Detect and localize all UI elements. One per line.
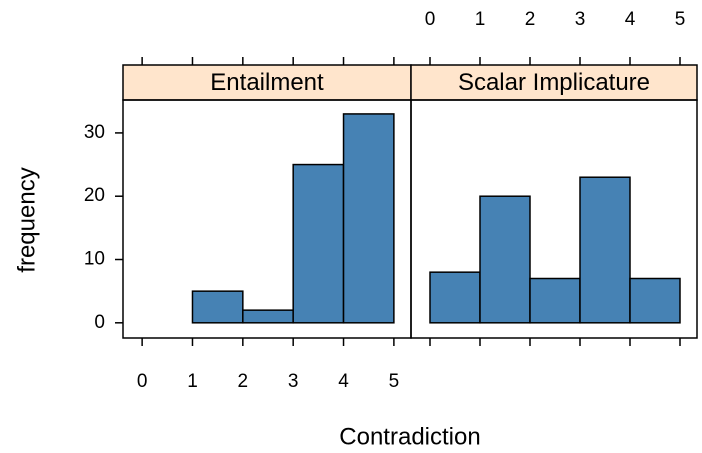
x-tick-label: 2 [525, 9, 536, 30]
y-tick-label: 30 [84, 122, 105, 143]
x-tick-label: 5 [389, 371, 400, 392]
x-tick-label: 4 [338, 371, 349, 392]
strip [122, 64, 412, 101]
panel-title: Entailment [210, 69, 324, 96]
x-tick-label: 1 [475, 9, 486, 30]
x-axis-label: Contradiction [339, 423, 480, 450]
x-tick-label: 4 [625, 9, 636, 30]
bar [292, 163, 345, 324]
panel-title: Scalar Implicature [458, 69, 650, 96]
bar [579, 176, 631, 324]
x-tick-label: 3 [575, 9, 586, 30]
x-tick-label: 0 [137, 371, 148, 392]
bar [191, 290, 244, 324]
bar [629, 277, 681, 324]
y-axis-label: frequency [13, 167, 40, 272]
y-tick-label: 20 [84, 185, 105, 206]
x-tick-label: 0 [425, 9, 436, 30]
panel-frame [410, 99, 698, 339]
x-tick-label: 2 [238, 371, 249, 392]
y-tick-label: 10 [84, 249, 105, 270]
bar [479, 195, 531, 324]
bar [429, 271, 481, 324]
bar [342, 113, 395, 324]
strip [410, 64, 698, 101]
x-tick-label: 3 [288, 371, 299, 392]
x-tick-label: 1 [187, 371, 198, 392]
x-tick-label: 5 [675, 9, 686, 30]
bar [529, 277, 581, 324]
bar [242, 309, 294, 324]
y-tick-label: 0 [94, 312, 105, 333]
